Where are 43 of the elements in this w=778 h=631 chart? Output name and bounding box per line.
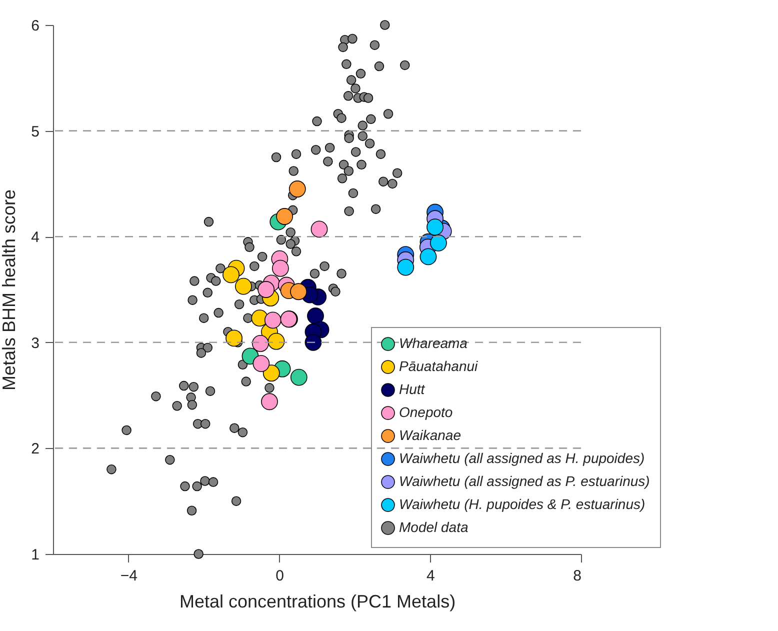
point [272, 260, 289, 277]
point [262, 364, 280, 382]
y-tick-label: 1 [31, 546, 40, 564]
point [222, 266, 240, 284]
legend-label: Hutt [399, 381, 426, 397]
y-axis-title: Metals BHM health score [0, 189, 20, 391]
y-tick-label: 3 [31, 334, 40, 352]
point [430, 234, 447, 252]
point [290, 283, 307, 300]
y-tick-label: 5 [31, 123, 40, 140]
legend-label: Model data [399, 519, 468, 535]
legend-label: Waikanae [399, 427, 462, 443]
point [264, 312, 282, 329]
point [426, 218, 444, 236]
point [420, 248, 437, 266]
point [268, 332, 285, 350]
legend-label: Whareama [399, 335, 468, 351]
point [258, 281, 275, 298]
point [276, 208, 294, 225]
point [304, 334, 322, 351]
x-axis-title: Metal concentrations (PC1 Metals) [179, 592, 456, 612]
y-tick-label: 2 [31, 440, 40, 458]
y-tick-label: 6 [31, 18, 40, 34]
point [310, 220, 328, 238]
x-tick-label: 8 [573, 568, 582, 584]
x-tick-label: 0 [276, 568, 284, 584]
point [226, 330, 242, 347]
y-tick-label: 4 [31, 229, 40, 246]
point [261, 393, 278, 410]
legend-label: Waiwhetu (all assigned as H. pupoides) [399, 450, 645, 466]
point [252, 355, 270, 372]
point [252, 335, 269, 352]
x-tick-label: 4 [426, 568, 435, 584]
point [288, 180, 306, 198]
legend-label: Waiwhetu (H. pupoides & P. estuarinus) [399, 496, 646, 512]
legend-label: Waiwhetu (all assigned as P. estuarinus) [399, 473, 650, 489]
legend-label: Pāuatahanui [399, 358, 479, 374]
point [234, 278, 252, 295]
point [307, 308, 324, 324]
x-tick-label: −4 [120, 568, 138, 584]
legend-label: Onepoto [399, 404, 453, 420]
point [290, 368, 308, 386]
point [397, 258, 414, 276]
